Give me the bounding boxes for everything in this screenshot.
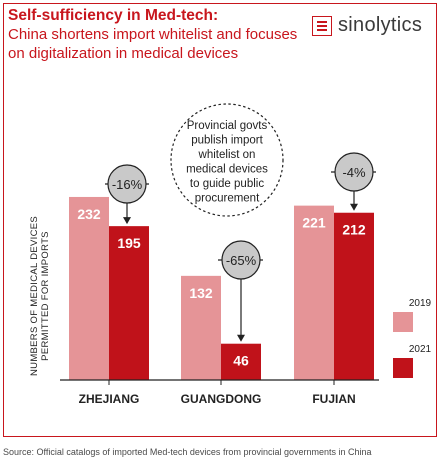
change-arrow-head <box>237 334 245 342</box>
bar-zhejiang-2021 <box>109 226 149 380</box>
chart-title: Self-sufficiency in Med-tech: <box>8 7 219 24</box>
brand-logo: sinolytics <box>312 14 422 37</box>
annotation-text-line: to guide public <box>190 178 264 190</box>
change-arrow-head <box>123 217 131 225</box>
change-label: -16% <box>112 177 143 192</box>
category-label: ZHEJIANG <box>79 392 140 406</box>
data-label-zhejiang-2021: 195 <box>117 235 141 251</box>
data-label-fujian-2021: 212 <box>342 222 366 238</box>
annotation-text-line: whitelist on <box>198 149 256 161</box>
annotation-text-line: Provincial govts <box>187 120 268 132</box>
brand-name: sinolytics <box>338 14 423 36</box>
data-label-fujian-2019: 221 <box>302 215 326 231</box>
bar-fujian-2019 <box>294 205 334 380</box>
source-note: Source: Official catalogs of imported Me… <box>3 447 372 457</box>
legend-swatch-2021 <box>393 358 413 378</box>
title-block: Self-sufficiency in Med-tech: China shor… <box>8 6 298 63</box>
bar-zhejiang-2019 <box>69 196 109 380</box>
y-axis-label: PERMITTED FOR IMPORTS <box>40 231 51 361</box>
bar-fujian-2021 <box>334 212 374 380</box>
annotation-text-line: procurement <box>195 193 260 205</box>
sinolytics-logo-icon <box>312 15 332 36</box>
category-label: GUANGDONG <box>181 392 262 406</box>
legend-label-2021: 2021 <box>409 344 432 355</box>
bar-guangdong-2021 <box>221 343 261 380</box>
legend-label-2019: 2019 <box>409 298 432 309</box>
chart-subtitle: China shortens import whitelist and focu… <box>8 26 298 62</box>
annotation-text-line: medical devices <box>186 164 268 176</box>
change-label: -4% <box>342 165 366 180</box>
data-label-guangdong-2019: 132 <box>189 285 213 301</box>
y-axis-label: NUMBERS OF MEDICAL DEVICES <box>29 216 40 376</box>
data-label-guangdong-2021: 46 <box>233 353 249 369</box>
bar-guangdong-2019 <box>181 275 221 380</box>
category-label: FUJIAN <box>312 392 355 406</box>
change-arrow-head <box>350 203 358 211</box>
chart-frame <box>3 3 437 437</box>
annotation-text-line: publish import <box>191 135 263 147</box>
data-label-zhejiang-2019: 232 <box>77 206 101 222</box>
change-label: -65% <box>226 253 257 268</box>
legend-swatch-2019 <box>393 312 413 332</box>
annotation-bubble <box>170 103 284 217</box>
